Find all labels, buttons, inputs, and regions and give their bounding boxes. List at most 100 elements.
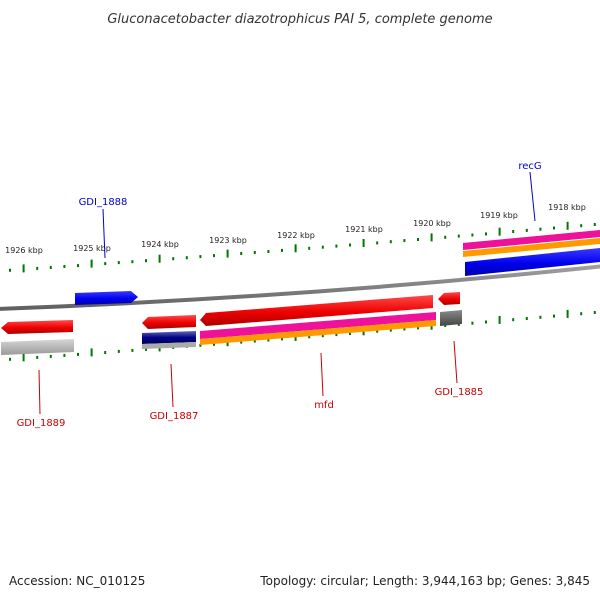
GDI_1889-gene-arrow bbox=[1, 320, 73, 334]
lower-minor-tick bbox=[281, 337, 283, 341]
upper-minor-tick bbox=[199, 255, 202, 259]
gene-GDI_1887-track[interactable] bbox=[142, 315, 196, 349]
recG-magenta-track bbox=[463, 230, 600, 250]
gene-GDI_1888-arrow[interactable] bbox=[75, 291, 138, 305]
lower-minor-tick bbox=[77, 352, 79, 356]
GDI_1889-pseudo-track bbox=[1, 339, 74, 355]
upper-minor-tick bbox=[580, 224, 583, 228]
GDI_1885-gene-arrow bbox=[438, 292, 460, 305]
lower-minor-tick bbox=[36, 355, 39, 359]
upper-minor-tick bbox=[444, 235, 447, 239]
lower-minor-tick bbox=[417, 326, 419, 330]
gene-mfd-track[interactable] bbox=[200, 295, 436, 345]
gene-label-recG[interactable]: recG bbox=[518, 161, 541, 172]
lower-minor-tick bbox=[63, 353, 66, 357]
upper-minor-tick bbox=[253, 251, 256, 254]
lower-minor-tick bbox=[376, 329, 379, 333]
lower-minor-tick bbox=[525, 317, 528, 320]
lower-minor-tick bbox=[104, 351, 107, 354]
upper-minor-tick bbox=[457, 234, 460, 238]
GDI_1887-gene-arrow bbox=[142, 315, 196, 329]
lower-minor-tick bbox=[145, 347, 147, 351]
mfd-gene-arrow bbox=[200, 295, 433, 326]
gene-label-GDI_1885[interactable]: GDI_1885 bbox=[435, 387, 484, 398]
upper-minor-tick bbox=[49, 266, 52, 269]
GDI_1885-leader-line bbox=[453, 340, 458, 384]
upper-minor-tick bbox=[36, 266, 39, 270]
gene-recG-track[interactable] bbox=[463, 230, 600, 276]
lower-minor-tick bbox=[403, 327, 406, 331]
lower-major-tick bbox=[22, 353, 25, 362]
lower-minor-tick bbox=[308, 335, 311, 339]
lower-minor-tick bbox=[457, 322, 460, 326]
lower-minor-tick bbox=[389, 328, 392, 332]
mfd-orange-track bbox=[200, 320, 436, 345]
lower-minor-tick bbox=[117, 349, 120, 353]
tick-label-1919: 1919 kbp bbox=[480, 211, 518, 220]
recG-leader-line bbox=[529, 171, 536, 222]
upper-major-tick bbox=[294, 244, 297, 253]
lower-major-tick bbox=[498, 315, 501, 324]
lower-minor-tick bbox=[471, 321, 474, 325]
upper-minor-tick bbox=[593, 223, 596, 226]
lower-minor-tick bbox=[49, 354, 52, 358]
lower-minor-tick bbox=[213, 342, 215, 346]
genome-backbone bbox=[0, 264, 600, 311]
tick-label-1926: 1926 kbp bbox=[5, 246, 43, 255]
upper-minor-tick bbox=[281, 248, 283, 252]
lower-minor-tick bbox=[512, 318, 515, 322]
lower-minor-tick bbox=[335, 333, 338, 337]
upper-minor-tick bbox=[321, 245, 324, 249]
lower-minor-tick bbox=[253, 339, 256, 343]
lower-minor-tick bbox=[267, 338, 270, 342]
upper-minor-tick bbox=[525, 228, 528, 232]
GDI_1887-leader-line bbox=[170, 363, 174, 408]
map-title: Gluconacetobacter diazotrophicus PAI 5, … bbox=[107, 12, 492, 27]
gene-label-GDI_1888[interactable]: GDI_1888 bbox=[79, 197, 128, 208]
lower-minor-tick bbox=[321, 334, 324, 338]
upper-minor-tick bbox=[389, 240, 392, 244]
upper-major-tick bbox=[22, 264, 25, 273]
lower-minor-tick bbox=[240, 340, 243, 344]
lower-major-tick bbox=[566, 309, 569, 318]
GDI_1888-leader-line bbox=[102, 208, 106, 259]
GDI_1889-leader-line bbox=[38, 369, 41, 415]
gene-label-GDI_1887[interactable]: GDI_1887 bbox=[150, 411, 199, 422]
GDI_1887-navy-track bbox=[142, 331, 196, 344]
upper-minor-tick bbox=[131, 260, 134, 264]
upper-minor-tick bbox=[539, 227, 542, 231]
accession-text: Accession: NC_010125 bbox=[9, 574, 146, 588]
lower-major-tick bbox=[90, 348, 93, 357]
recG-orange-track bbox=[463, 238, 600, 257]
upper-minor-tick bbox=[403, 239, 406, 243]
upper-major-tick bbox=[430, 233, 433, 242]
lower-minor-tick bbox=[349, 332, 351, 335]
gene-label-mfd[interactable]: mfd bbox=[314, 400, 334, 411]
upper-minor-tick bbox=[267, 250, 270, 253]
tick-label-1923: 1923 kbp bbox=[209, 236, 247, 245]
recG-white-gap bbox=[463, 245, 600, 260]
upper-minor-tick bbox=[63, 265, 66, 268]
genome-summary-text: Topology: circular; Length: 3,944,163 bp… bbox=[260, 574, 590, 588]
lower-minor-tick bbox=[9, 357, 11, 361]
lower-minor-tick bbox=[593, 311, 596, 314]
lower-minor-tick bbox=[485, 320, 487, 324]
upper-minor-tick bbox=[485, 232, 487, 236]
lower-minor-tick bbox=[553, 314, 555, 318]
upper-tick-marks bbox=[9, 221, 596, 273]
lower-minor-tick bbox=[199, 343, 202, 347]
mfd-leader-line bbox=[320, 352, 324, 397]
gene-label-GDI_1889[interactable]: GDI_1889 bbox=[17, 418, 66, 429]
tick-label-1924: 1924 kbp bbox=[141, 240, 179, 249]
upper-major-tick bbox=[498, 227, 501, 236]
gene-GDI_1889-track[interactable] bbox=[1, 320, 74, 355]
upper-major-tick bbox=[158, 254, 161, 263]
gene-GDI_1885-track[interactable] bbox=[438, 292, 462, 326]
upper-minor-tick bbox=[145, 259, 147, 263]
GDI_1887-gray-track bbox=[142, 342, 196, 349]
upper-minor-tick bbox=[417, 238, 419, 241]
upper-minor-tick bbox=[308, 246, 311, 250]
lower-tick-marks bbox=[9, 309, 596, 362]
lower-minor-tick bbox=[580, 312, 583, 316]
